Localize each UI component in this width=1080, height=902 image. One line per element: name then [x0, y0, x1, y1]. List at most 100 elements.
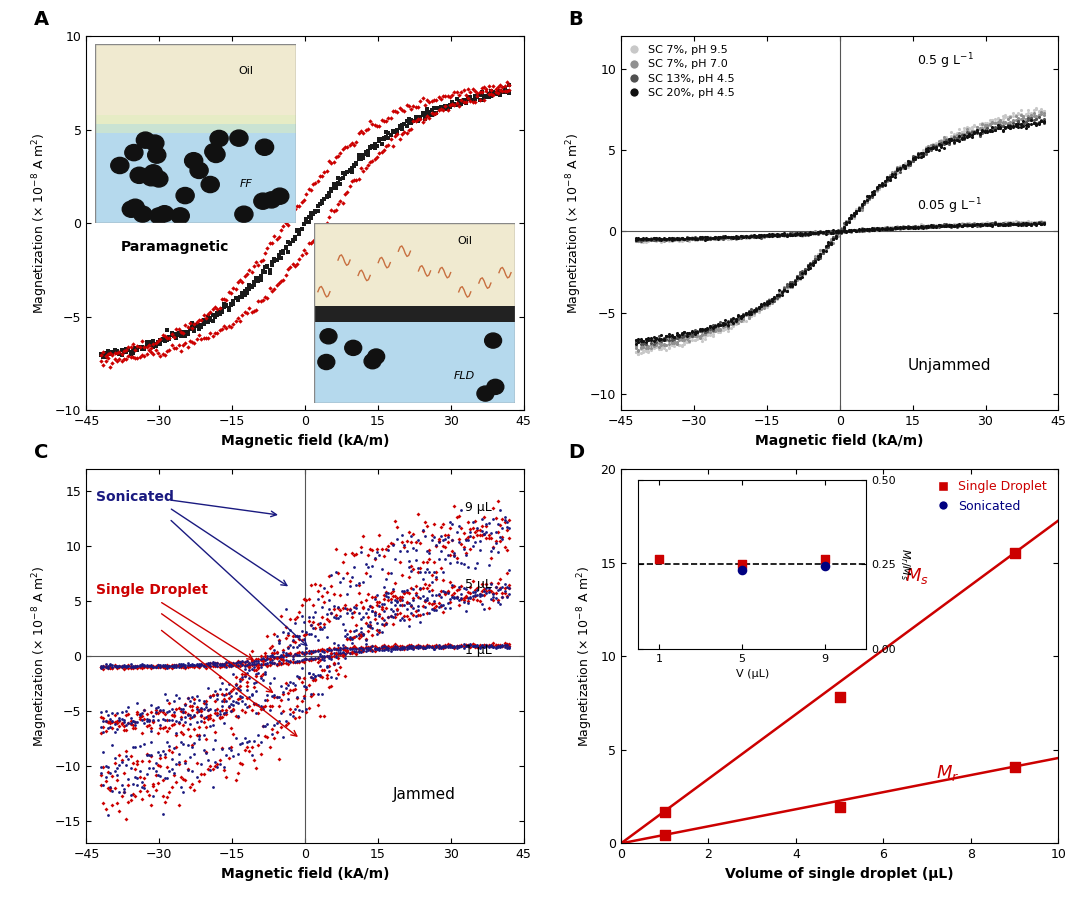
Point	[270, 633, 287, 648]
Point	[1010, 216, 1027, 231]
Point	[850, 200, 867, 215]
Point	[373, 597, 390, 612]
Point	[110, 713, 127, 728]
Point	[280, 235, 297, 249]
Point	[755, 230, 772, 244]
Point	[457, 533, 474, 548]
Point	[973, 117, 990, 132]
Point	[991, 115, 1009, 129]
Point	[1036, 215, 1053, 229]
Point	[753, 227, 770, 242]
Point	[453, 85, 470, 99]
Point	[945, 132, 962, 146]
Point	[346, 630, 363, 644]
Point	[391, 612, 408, 627]
Point	[768, 228, 785, 243]
Point	[1017, 115, 1035, 129]
Point	[673, 232, 690, 246]
Point	[151, 759, 168, 774]
Point	[792, 226, 809, 240]
Point	[459, 559, 476, 574]
Point	[721, 314, 739, 328]
Point	[848, 223, 865, 237]
Point	[881, 222, 899, 236]
Point	[794, 228, 811, 243]
Point	[889, 162, 906, 177]
Point	[409, 560, 427, 575]
Point	[403, 102, 420, 116]
Point	[876, 174, 893, 189]
Point	[912, 220, 929, 235]
Point	[738, 308, 755, 322]
Point	[192, 713, 210, 728]
Point	[149, 713, 166, 728]
Point	[801, 226, 819, 240]
Point	[464, 592, 482, 606]
Point	[868, 221, 886, 235]
Point	[131, 708, 148, 723]
Point	[822, 225, 839, 239]
Point	[280, 716, 297, 731]
Point	[799, 258, 816, 272]
Point	[1036, 216, 1053, 230]
Point	[307, 205, 324, 219]
Point	[343, 641, 361, 656]
Point	[356, 640, 374, 654]
Point	[407, 640, 424, 654]
Point	[311, 622, 328, 637]
Point	[293, 645, 310, 659]
Point	[245, 657, 262, 671]
Point	[751, 303, 768, 318]
Point	[1010, 115, 1027, 129]
Point	[272, 650, 289, 665]
Point	[116, 785, 133, 799]
Point	[462, 638, 480, 652]
Point	[766, 228, 783, 243]
Point	[467, 589, 484, 603]
Point	[259, 259, 276, 273]
Point	[241, 278, 258, 292]
Point	[343, 570, 361, 584]
Point	[639, 234, 657, 248]
Point	[249, 738, 267, 752]
Point	[184, 738, 201, 752]
Point	[915, 149, 932, 163]
Point	[498, 566, 515, 580]
Point	[131, 660, 148, 675]
Point	[421, 565, 438, 579]
Point	[382, 592, 400, 606]
Point	[177, 336, 194, 350]
Point	[1002, 218, 1020, 233]
Point	[401, 570, 418, 584]
Point	[321, 186, 338, 200]
Point	[742, 228, 759, 243]
Point	[794, 266, 811, 281]
Point	[680, 232, 698, 246]
Point	[935, 218, 953, 233]
Point	[717, 230, 734, 244]
Point	[753, 299, 770, 313]
Point	[211, 752, 228, 767]
Point	[136, 703, 153, 717]
Point	[989, 112, 1007, 126]
Point	[249, 657, 267, 671]
Point	[1027, 100, 1044, 115]
Point	[140, 658, 158, 673]
Point	[229, 695, 246, 710]
Point	[274, 656, 292, 670]
Point	[732, 308, 750, 323]
Point	[480, 601, 497, 615]
Point	[932, 133, 949, 148]
Point	[1023, 106, 1040, 120]
Point	[311, 653, 328, 667]
Point	[994, 216, 1011, 231]
Point	[801, 256, 819, 271]
Point	[403, 529, 420, 544]
Point	[354, 641, 372, 656]
Point	[298, 704, 315, 719]
Point	[485, 85, 502, 99]
Point	[184, 658, 201, 673]
Point	[863, 185, 880, 199]
Point	[380, 566, 397, 580]
Point	[963, 218, 981, 233]
